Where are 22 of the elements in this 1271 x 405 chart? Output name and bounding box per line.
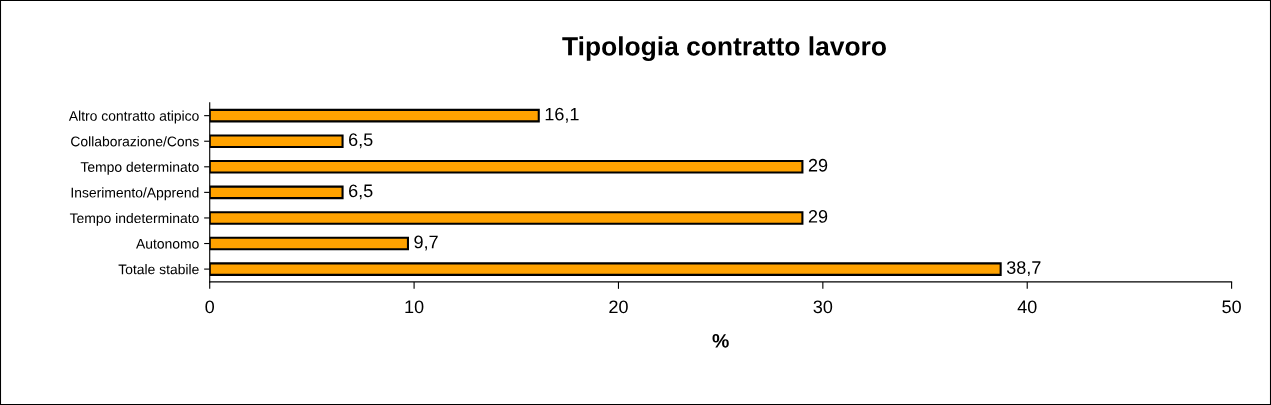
data-label: 6,5 [349,184,373,200]
x-tick-label: 30 [813,300,833,314]
y-tick-label: Totale stabile [118,264,199,275]
x-tick-label: 20 [609,300,628,314]
y-tick-label: Autonomo [136,239,199,249]
y-tick-label: Tempo indeterminato [69,212,199,226]
data-label: 29 [808,210,828,223]
x-tick-label: 10 [405,300,424,314]
data-label: 38,7 [1006,261,1041,277]
y-tick-label: Inserimento/Apprend [71,187,199,201]
data-label: 16,1 [545,107,579,123]
data-label: 6,5 [349,133,373,149]
chart-title: Tipologia contratto lavoro [562,36,886,61]
x-axis-title: % [712,334,729,348]
data-label: 29 [808,158,828,172]
x-tick-label: 50 [1222,300,1241,314]
data-label: 9,7 [414,235,438,251]
x-tick-label: 40 [1017,300,1037,314]
y-tick-label: Tempo determinato [80,161,199,175]
y-tick-label: Altro contratto atipico [68,110,199,124]
x-tick-label: 0 [205,300,215,314]
y-tick-label: Collaborazione/Cons [71,136,199,147]
